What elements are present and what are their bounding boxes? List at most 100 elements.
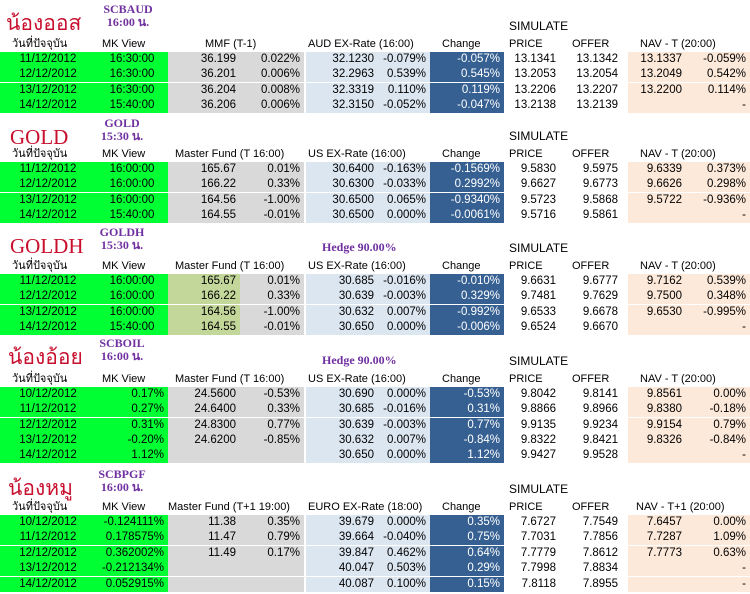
simulate-label: SIMULATE: [509, 241, 569, 255]
cell-date: 12/12/2012: [0, 545, 96, 561]
cell-mk-view: 16:00:00: [96, 289, 168, 305]
cell-offer: 9.8421: [582, 433, 618, 446]
cell-nav-pct: 0.114%: [686, 82, 750, 98]
header-offer: OFFER: [572, 38, 610, 50]
cell-fund-pct: 0.35%: [240, 515, 304, 530]
cell-fund-value: 36.204: [168, 82, 240, 98]
table-row: 12/12/2012 16:00:00 166.22 0.33% 30.6300 -0.0…: [0, 177, 750, 193]
cell-ex-pct: 0.000%: [378, 448, 430, 464]
cell-ex-pct: -0.016%: [378, 274, 430, 289]
simulate-label: SIMULATE: [509, 482, 569, 496]
header-offer: OFFER: [572, 148, 610, 160]
cell-price: 9.8322: [520, 433, 556, 446]
cell-ex-rate: 30.6300: [306, 177, 378, 193]
cell-mk-view: 0.27%: [96, 402, 168, 418]
cell-price: 9.7481: [520, 290, 556, 303]
cell-mk-view: 16:30:00: [96, 52, 168, 67]
cell-fund-value: 165.67: [168, 162, 240, 177]
header-price: PRICE: [509, 148, 543, 160]
header-ex-rate: US EX-Rate (16:00): [308, 260, 406, 272]
cell-mk-view: 16:00:00: [96, 162, 168, 177]
cell-fund-pct: 0.006%: [240, 67, 304, 83]
header-date: วันที่ปัจจุบัน: [12, 501, 68, 513]
header-mk-view: MK View: [102, 38, 146, 50]
cell-fund-pct: 0.006%: [240, 97, 304, 113]
cell-fund-value: 36.201: [168, 67, 240, 83]
cell-change: 0.75%: [430, 530, 504, 546]
cell-fund-pct: 0.33%: [240, 177, 304, 193]
cell-fund-value: 164.55: [168, 319, 240, 335]
cell-mk-view: 0.178575%: [96, 530, 168, 546]
cell-price: 9.6524: [520, 320, 556, 333]
cell-fund-pct: 0.79%: [240, 530, 304, 546]
header-offer: OFFER: [572, 373, 610, 385]
cell-date: 13/12/2012: [0, 561, 96, 577]
cell-fund-value: 11.38: [168, 515, 240, 530]
table-row: 14/12/2012 0.052915% 40.087 0.100% 0.15% 7.81…: [0, 576, 750, 592]
cell-ex-rate: 30.685: [306, 274, 378, 289]
cell-nav-pct: -: [686, 448, 750, 464]
cell-change: 0.329%: [430, 289, 504, 305]
cell-nav: 13.2049: [628, 67, 686, 83]
header-mk-view: MK View: [102, 501, 146, 513]
cell-price: 9.9135: [520, 418, 556, 431]
header-nav: NAV - T (20:00): [640, 260, 716, 272]
cell-change: -0.992%: [430, 304, 504, 320]
cell-date: 14/12/2012: [0, 319, 96, 335]
cell-offer: 9.9528: [582, 449, 618, 462]
cell-mk-view: 0.052915%: [96, 576, 168, 592]
cell-mk-view: 16:00:00: [96, 177, 168, 193]
cell-ex-pct: 0.503%: [378, 561, 430, 577]
fund-title: GOLD: [10, 125, 69, 149]
cell-ex-pct: -0.016%: [378, 402, 430, 418]
cell-offer: 7.8955: [582, 577, 618, 590]
cell-ex-rate: 40.047: [306, 561, 378, 577]
cell-mk-view: 16:30:00: [96, 82, 168, 98]
cell-date: 11/12/2012: [0, 162, 96, 177]
cell-nav: [628, 561, 686, 577]
cell-nav-pct: -0.18%: [686, 402, 750, 418]
cell-fund-pct: -0.53%: [240, 387, 304, 402]
cell-price: 7.8118: [521, 577, 556, 590]
cell-change: -0.010%: [430, 274, 504, 289]
header-mk-view: MK View: [102, 373, 146, 385]
cell-mk-view: -0.20%: [96, 432, 168, 448]
cell-nav: 7.7773: [628, 545, 686, 561]
header-nav: NAV - T (20:00): [640, 38, 716, 50]
cell-fund-pct: [240, 561, 304, 577]
cell-date: 12/12/2012: [0, 289, 96, 305]
header-ex-rate: US EX-Rate (16:00): [308, 373, 406, 385]
cell-offer: 9.5975: [582, 163, 618, 175]
cell-offer: 9.6678: [582, 305, 618, 318]
fund-section: น้องออส SCBAUD 16:00 น. SIMULATE วันที่ปัจจุ…: [0, 0, 750, 118]
cell-fund-value: 164.56: [168, 192, 240, 208]
cell-nav-pct: -: [686, 319, 750, 335]
fund-code-time: 16:00 น.: [106, 15, 150, 29]
cell-offer: 9.6773: [582, 178, 618, 191]
cell-offer: 13.2207: [576, 83, 618, 96]
cell-date: 13/12/2012: [0, 82, 96, 98]
cell-mk-view: 0.362002%: [96, 545, 168, 561]
table-row: 13/12/2012 16:00:00 164.56 -1.00% 30.632 0.00…: [0, 304, 750, 320]
cell-change: 0.119%: [430, 82, 504, 98]
cell-mk-view: -0.212134%: [96, 561, 168, 577]
fund-code: GOLD: [104, 116, 140, 130]
table-row: 12/12/2012 0.362002% 11.49 0.17% 39.847 0.462…: [0, 545, 750, 561]
cell-nav: 9.5722: [628, 192, 686, 208]
cell-price: 9.6627: [520, 178, 556, 191]
cell-offer: 7.8612: [582, 546, 618, 559]
cell-offer: 9.8141: [582, 388, 618, 400]
cell-offer: 9.6670: [582, 320, 618, 333]
cell-fund-pct: 0.77%: [240, 417, 304, 433]
cell-price: 9.8042: [520, 388, 556, 400]
cell-date: 12/12/2012: [0, 67, 96, 83]
table-row: 12/12/2012 0.31% 24.8300 0.77% 30.639 -0.003%…: [0, 417, 750, 433]
cell-mk-view: 0.31%: [96, 417, 168, 433]
cell-nav: 13.1337: [628, 52, 686, 67]
header-offer: OFFER: [572, 260, 610, 272]
cell-ex-pct: -0.079%: [378, 52, 430, 67]
table-row: 14/12/2012 15:40:00 164.55 -0.01% 30.650 0.00…: [0, 319, 750, 335]
hedge-label: Hedge 90.00%: [322, 240, 397, 254]
fund-code-time: 15:30 น.: [100, 129, 144, 143]
cell-nav-pct: 0.373%: [686, 162, 750, 177]
